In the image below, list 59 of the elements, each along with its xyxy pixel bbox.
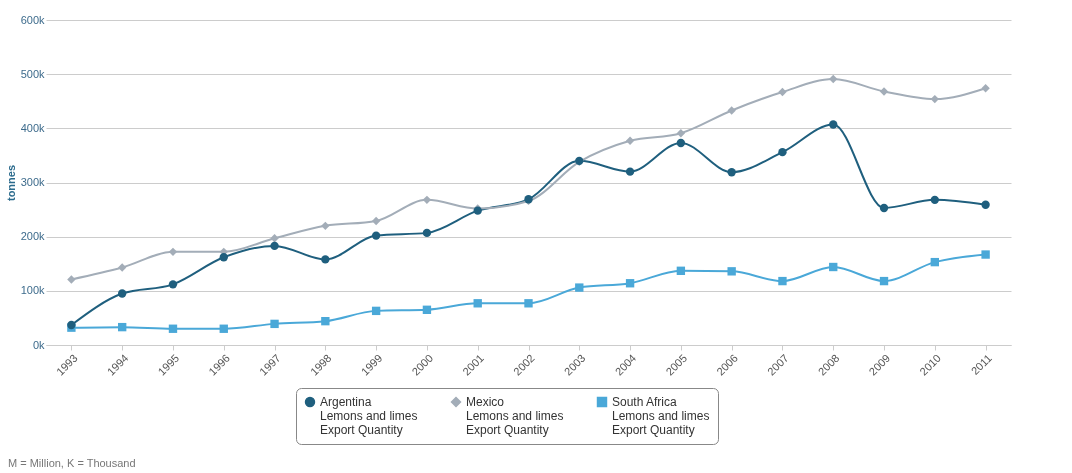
point — [575, 283, 584, 292]
point — [879, 203, 889, 213]
point — [676, 266, 686, 275]
point — [422, 305, 432, 314]
point — [625, 279, 635, 288]
y-axis-title: tonnes — [4, 164, 17, 202]
point — [778, 147, 787, 157]
point — [676, 138, 686, 148]
point — [727, 168, 736, 177]
point — [981, 200, 990, 209]
point — [219, 324, 228, 333]
point — [118, 289, 127, 298]
point — [270, 319, 279, 329]
y-tick-label: 400k — [20, 121, 45, 134]
point — [219, 253, 228, 262]
point — [981, 250, 990, 259]
point — [727, 267, 736, 276]
point — [168, 280, 178, 289]
point — [930, 257, 939, 267]
y-tick-label: 600k — [20, 13, 45, 26]
point — [930, 94, 939, 104]
point — [625, 167, 635, 176]
point — [879, 276, 889, 286]
legend-label: South Africa Lemons and limes Export Quantity — [612, 395, 710, 437]
y-tick-label: 300k — [20, 176, 45, 188]
point — [321, 316, 330, 326]
point — [879, 87, 889, 96]
text: M = Million, K = Thousand — [8, 457, 136, 469]
point — [625, 136, 635, 145]
point — [321, 255, 330, 264]
point — [118, 263, 127, 272]
legend-label: Argentina Lemons and limes Export Quantity — [320, 395, 418, 437]
legend-label: Mexico Lemons and limes Export Quantity — [466, 395, 564, 437]
point — [829, 74, 838, 84]
point — [829, 120, 838, 129]
point — [67, 275, 76, 284]
point — [930, 195, 939, 205]
point — [727, 106, 736, 115]
y-tick-label: 200k — [20, 230, 45, 243]
y-tick-label: 500k — [20, 67, 45, 80]
point — [321, 221, 330, 231]
point — [524, 299, 533, 308]
point — [118, 322, 127, 332]
point — [422, 228, 432, 238]
point — [168, 247, 178, 257]
point — [270, 241, 279, 251]
point — [270, 234, 279, 243]
point — [168, 324, 178, 333]
point — [778, 276, 787, 286]
point — [371, 306, 381, 316]
point — [473, 299, 482, 308]
point — [829, 262, 838, 272]
y-tick-label: 100k — [20, 284, 45, 297]
point — [371, 216, 381, 226]
point — [778, 87, 787, 97]
point — [676, 129, 686, 138]
point — [981, 84, 990, 93]
y-tick-label: 0k — [32, 338, 45, 351]
point — [371, 231, 381, 240]
